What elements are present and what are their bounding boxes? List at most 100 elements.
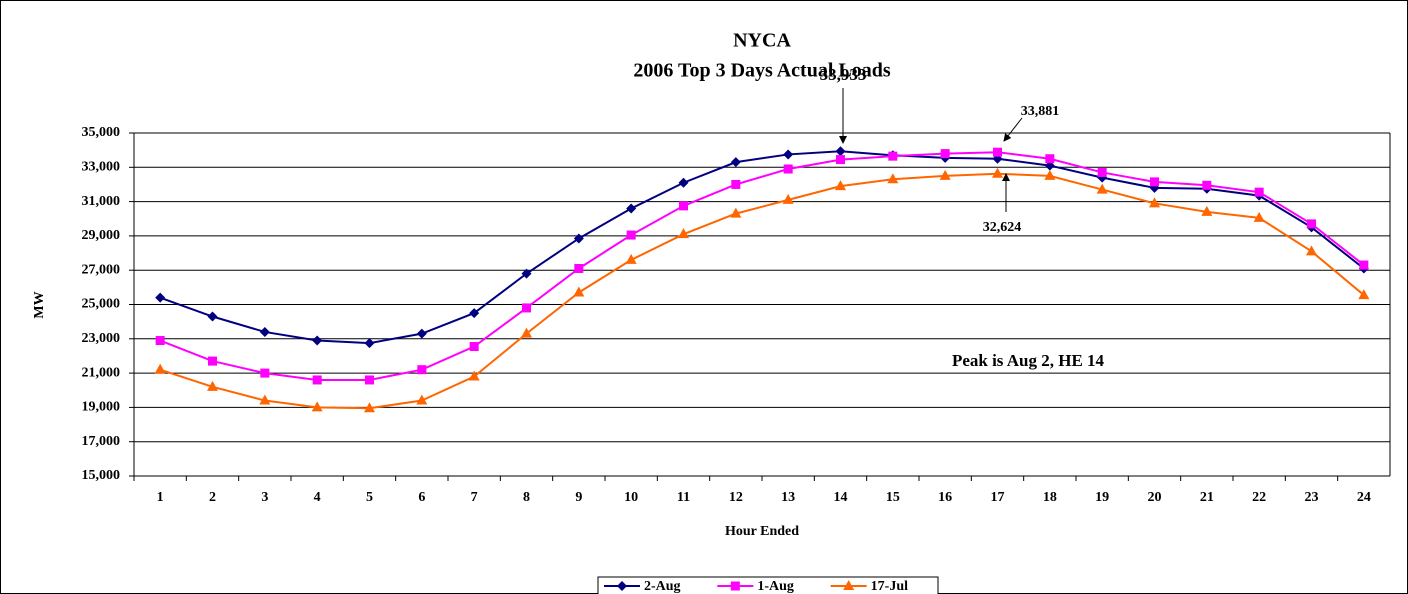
point	[625, 253, 637, 264]
point	[783, 164, 793, 174]
point	[679, 201, 688, 211]
point	[259, 394, 271, 405]
y-axis-label: MW	[32, 291, 47, 318]
x-tick-label: 10	[624, 490, 638, 505]
y-tick-label: 31,000	[82, 194, 121, 209]
annotation: 33,881	[1021, 104, 1060, 119]
point	[521, 327, 532, 338]
y-tick-label: 29,000	[82, 228, 121, 243]
point	[993, 147, 1002, 157]
x-axis-label: Hour Ended	[725, 524, 799, 539]
point	[207, 380, 218, 391]
point	[364, 338, 375, 349]
x-tick-label: 23	[1305, 490, 1319, 505]
point	[416, 328, 427, 339]
y-tick-label: 35,000	[82, 125, 121, 140]
chart-subtitle: 2006 Top 3 Days Actual Loads	[633, 60, 891, 82]
series-line	[159, 150, 1365, 345]
x-tick-label: 18	[1043, 490, 1057, 505]
series-line	[159, 151, 1365, 381]
point	[836, 155, 845, 165]
x-tick-label: 17	[991, 490, 1005, 505]
point	[311, 401, 323, 412]
point	[469, 342, 479, 352]
point	[617, 581, 627, 591]
x-tick-label: 2	[209, 490, 216, 505]
y-tick-label: 33,000	[82, 160, 121, 175]
series-line	[159, 172, 1365, 410]
y-tick-label: 15,000	[82, 468, 121, 483]
x-tick-label: 21	[1200, 490, 1214, 505]
point	[469, 308, 480, 319]
x-tick-label: 11	[677, 490, 690, 505]
x-tick-label: 19	[1095, 490, 1109, 505]
point	[782, 193, 794, 204]
annotations: 33,933 33,881 32,624 Peak is Aug 2, HE 1…	[820, 65, 1105, 370]
x-tick-label: 20	[1148, 490, 1162, 505]
point	[1097, 167, 1107, 177]
x-tick-label: 16	[938, 490, 952, 505]
point	[730, 207, 742, 218]
y-tick-label: 27,000	[82, 262, 121, 277]
x-tick-label: 12	[729, 490, 743, 505]
point	[468, 370, 480, 381]
x-tick-label: 3	[261, 490, 268, 505]
point	[573, 233, 584, 244]
point	[888, 151, 898, 161]
point	[155, 292, 166, 303]
x-tick-label: 6	[418, 490, 425, 505]
point	[1201, 205, 1213, 216]
point	[1359, 260, 1369, 270]
y-tick-label: 19,000	[82, 400, 121, 415]
point	[835, 180, 846, 191]
point	[260, 368, 270, 378]
point	[1253, 211, 1265, 222]
point	[1150, 177, 1159, 187]
y-tick-label: 21,000	[82, 365, 121, 380]
legend-label: 17-Jul	[871, 579, 908, 594]
y-tick-label: 23,000	[82, 331, 121, 346]
x-tick-label: 4	[314, 490, 321, 505]
point	[678, 228, 689, 239]
point	[940, 149, 950, 159]
point	[626, 230, 636, 240]
point	[1306, 245, 1317, 256]
point	[678, 177, 689, 188]
point	[730, 157, 741, 168]
point	[843, 580, 855, 590]
x-tick-label: 1	[157, 490, 164, 505]
point	[573, 286, 585, 297]
arrow	[1003, 117, 1023, 142]
x-tick-label: 13	[781, 490, 795, 505]
point	[1149, 197, 1160, 208]
annotation: 32,624	[983, 220, 1022, 235]
point	[1096, 183, 1108, 194]
point	[731, 179, 741, 189]
chart-title: NYCA	[733, 30, 791, 52]
point	[208, 356, 217, 366]
y-tick-label: 25,000	[82, 297, 121, 312]
annotation: Peak is Aug 2, HE 14	[952, 351, 1105, 370]
point	[1358, 289, 1370, 300]
point	[155, 336, 165, 346]
annotation: 33,933	[820, 65, 867, 84]
x-tick-label: 14	[834, 490, 848, 505]
point	[1202, 180, 1212, 190]
x-tick-label: 7	[471, 490, 478, 505]
point	[312, 375, 322, 385]
point	[416, 394, 428, 405]
point	[365, 375, 374, 385]
point	[835, 146, 846, 157]
point	[364, 402, 375, 413]
point	[521, 268, 532, 279]
point	[1045, 154, 1055, 164]
point	[730, 581, 740, 591]
point	[522, 303, 531, 313]
x-tick-label: 24	[1357, 490, 1371, 505]
x-tick-label: 9	[575, 490, 582, 505]
point	[417, 365, 427, 375]
x-tick-label: 15	[886, 490, 900, 505]
point	[312, 335, 323, 346]
